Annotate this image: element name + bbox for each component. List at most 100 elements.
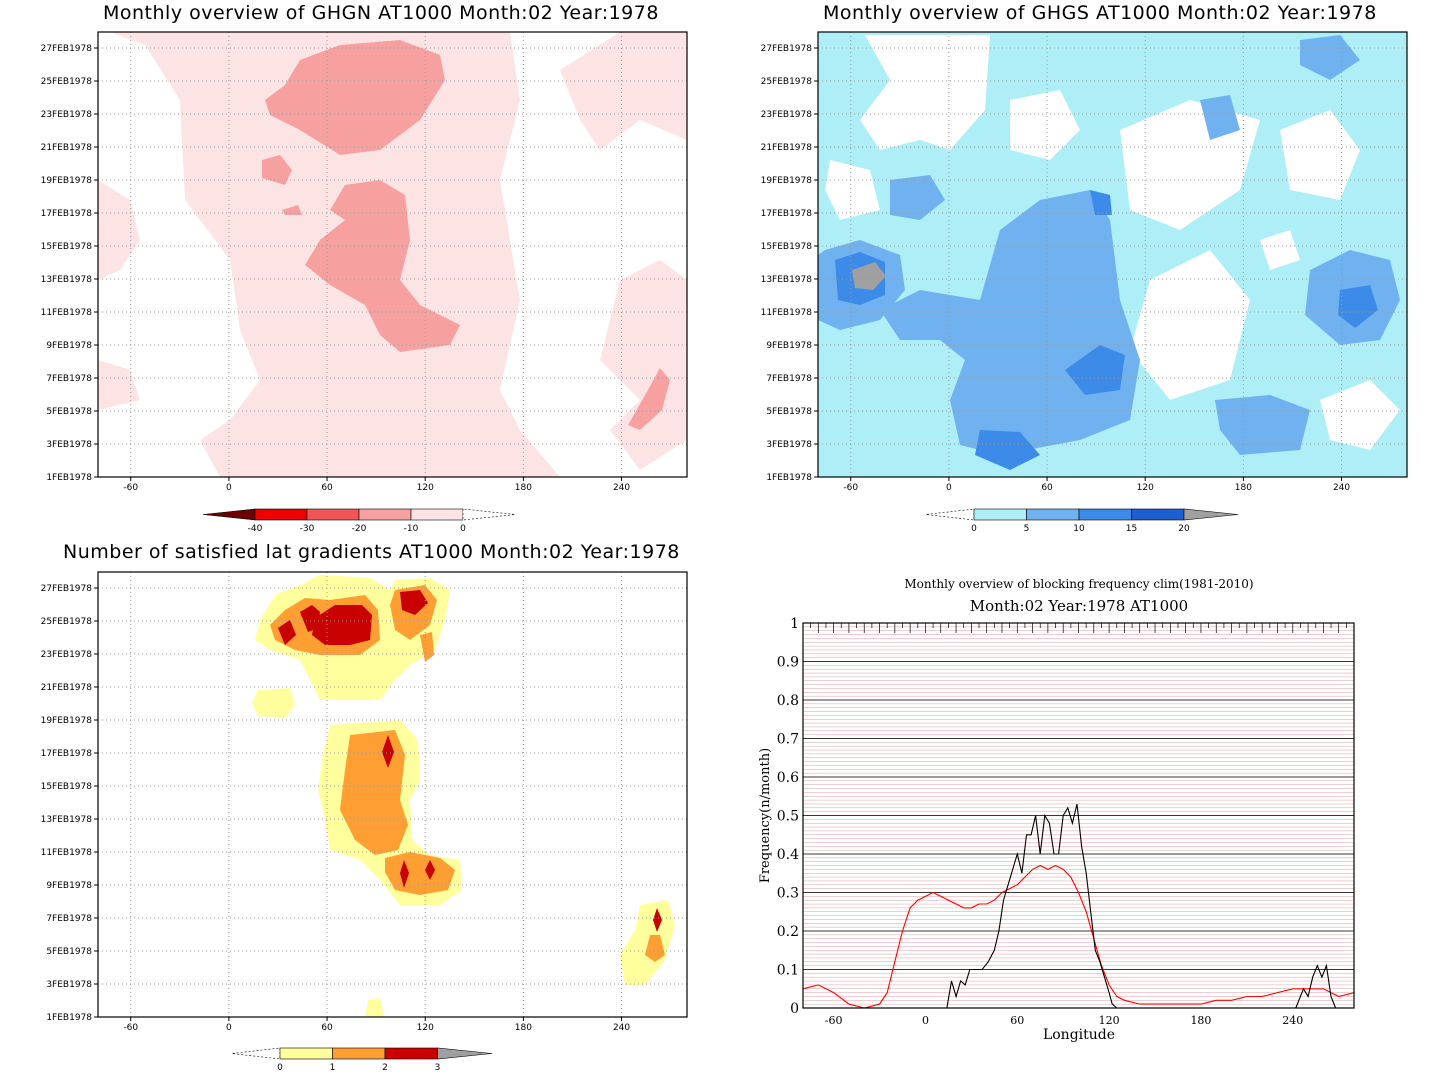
y-tick-label: 7FEB1978 bbox=[46, 914, 92, 924]
y-tick-label: 11FEB1978 bbox=[41, 848, 93, 858]
y-tick-label: 3FEB1978 bbox=[766, 440, 812, 450]
lat-level2-right bbox=[645, 935, 665, 962]
y-tick-label: 3FEB1978 bbox=[46, 440, 92, 450]
ghgn-patch-1 bbox=[265, 40, 445, 155]
x-tick-label: 180 bbox=[515, 1023, 532, 1033]
y-tick-label: 21FEB1978 bbox=[41, 683, 93, 693]
y-tick-label: 7FEB1978 bbox=[46, 374, 92, 384]
ghgs-level3-bottom bbox=[975, 430, 1040, 470]
y-tick-label: 0.1 bbox=[777, 963, 799, 979]
series-line bbox=[802, 864, 1355, 1009]
y-tick-label: 17FEB1978 bbox=[41, 209, 93, 219]
y-tick-label: 15FEB1978 bbox=[41, 782, 93, 792]
y-tick-label: 9FEB1978 bbox=[46, 341, 92, 351]
y-tick-label: 23FEB1978 bbox=[41, 650, 93, 660]
ghgn-plot: 27FEB1978 25FEB1978 23FEB1978 21FEB1978 19FE… bbox=[41, 31, 688, 534]
y-tick-label: 25FEB1978 bbox=[761, 77, 813, 87]
y-tick-label: 1FEB1978 bbox=[46, 473, 92, 483]
colorbar-label: 5 bbox=[1024, 524, 1030, 534]
ghgs-level2-br bbox=[1215, 395, 1310, 455]
x-tick-label: 240 bbox=[613, 483, 630, 493]
colorbar-label: -20 bbox=[352, 524, 367, 534]
y-tick-label: 1 bbox=[790, 616, 799, 632]
latgrad-panel: Number of satisfied lat gradients AT1000… bbox=[41, 541, 688, 1073]
ghgs-title: Monthly overview of GHGS AT1000 Month:02… bbox=[823, 2, 1377, 24]
y-tick-label: 25FEB1978 bbox=[41, 77, 93, 87]
lat-level3-h bbox=[653, 908, 662, 932]
lat-level3-a bbox=[278, 620, 296, 645]
x-tick-label: 180 bbox=[1235, 483, 1252, 493]
lat-level3-g bbox=[425, 860, 435, 880]
colorbar-label: 0 bbox=[971, 524, 977, 534]
x-tick-label: 240 bbox=[1333, 483, 1350, 493]
x-tick-label: 120 bbox=[1137, 483, 1154, 493]
lat-level2-mid bbox=[340, 730, 408, 855]
plot-frame bbox=[97, 31, 688, 478]
colorbar-arrow-right bbox=[1183, 508, 1239, 521]
y-tick-label: 27FEB1978 bbox=[41, 584, 93, 594]
ghgs-level2-main bbox=[880, 190, 1140, 455]
x-tick-label: 240 bbox=[613, 1023, 630, 1033]
y-tick-label: 0.7 bbox=[777, 732, 799, 748]
lat-level1-small bbox=[252, 688, 295, 718]
y-tick-label: 21FEB1978 bbox=[41, 143, 93, 153]
y-tick-label: 1FEB1978 bbox=[46, 1013, 92, 1023]
lat-level3-c bbox=[312, 605, 372, 645]
x-tick-label: 0 bbox=[946, 483, 952, 493]
y-tick-label: 15FEB1978 bbox=[761, 242, 813, 252]
series-line bbox=[1295, 963, 1337, 1009]
y-tick-label: 27FEB1978 bbox=[41, 44, 93, 54]
ghgs-white-2 bbox=[1010, 90, 1080, 160]
colorbar-label: 20 bbox=[1178, 524, 1190, 534]
ghgn-panel: Monthly overview of GHGN AT1000 Month:02… bbox=[0, 0, 720, 545]
y-tick-label: 23FEB1978 bbox=[41, 110, 93, 120]
ghgs-level3-right bbox=[1338, 285, 1378, 328]
x-tick-label: 240 bbox=[1282, 1014, 1303, 1027]
ghgs-white-7 bbox=[825, 160, 880, 220]
lat-level2-lower bbox=[385, 852, 455, 895]
y-tick-label: 27FEB1978 bbox=[761, 44, 813, 54]
ghgn-patch-2 bbox=[305, 180, 460, 352]
series-line bbox=[946, 803, 1118, 1009]
ghgn-band-0-left2 bbox=[98, 360, 140, 410]
ghgs-level4-core bbox=[852, 262, 886, 290]
y-tick-label: 9FEB1978 bbox=[46, 881, 92, 891]
colorbar-label: 0 bbox=[460, 524, 466, 534]
colorbar-label: -40 bbox=[248, 524, 263, 534]
y-tick-label: 5FEB1978 bbox=[46, 407, 92, 417]
ghgs-white-5 bbox=[1280, 110, 1360, 200]
x-tick-label: 0 bbox=[226, 483, 232, 493]
colorbar-label: 10 bbox=[1073, 524, 1085, 534]
x-tick-label: -60 bbox=[825, 1014, 843, 1027]
ghgs-level3-spot bbox=[1090, 190, 1112, 215]
y-tick-label: 19FEB1978 bbox=[41, 716, 93, 726]
y-tick-label: 0.3 bbox=[777, 886, 799, 902]
colorbar-label: 2 bbox=[382, 1063, 388, 1073]
lat-level3-e bbox=[382, 735, 394, 768]
colorbar-arrow-right bbox=[437, 1047, 493, 1060]
ghgs-level3-mid bbox=[1065, 345, 1125, 395]
x-tick-label: 60 bbox=[321, 1023, 333, 1033]
y-tick-label: 0.2 bbox=[777, 924, 799, 940]
ghgs-white-4 bbox=[1130, 250, 1250, 400]
y-tick-label: 0.5 bbox=[777, 809, 799, 825]
colorbar-label: -10 bbox=[404, 524, 419, 534]
y-tick-label: 3FEB1978 bbox=[46, 980, 92, 990]
y-tick-label: 0.9 bbox=[777, 655, 799, 671]
y-tick-label: 0.6 bbox=[777, 770, 799, 786]
y-tick-label: 1FEB1978 bbox=[766, 473, 812, 483]
y-tick-label: 21FEB1978 bbox=[761, 143, 813, 153]
plot-frame bbox=[97, 571, 688, 1018]
y-tick-label: 13FEB1978 bbox=[41, 275, 93, 285]
colorbar-arrow-right bbox=[462, 508, 516, 521]
latgrad-plot: 27FEB197825FEB197823FEB197821FEB197819FE… bbox=[41, 571, 688, 1073]
ghgs-white-8 bbox=[1260, 230, 1300, 270]
line-plot-frame bbox=[802, 622, 1355, 1009]
ghgn-band-0-left bbox=[98, 180, 140, 280]
y-tick-label: 19FEB1978 bbox=[41, 176, 93, 186]
colorbar-label: 0 bbox=[277, 1063, 283, 1073]
y-tick-label: 11FEB1978 bbox=[41, 308, 93, 318]
y-tick-label: 17FEB1978 bbox=[41, 749, 93, 759]
